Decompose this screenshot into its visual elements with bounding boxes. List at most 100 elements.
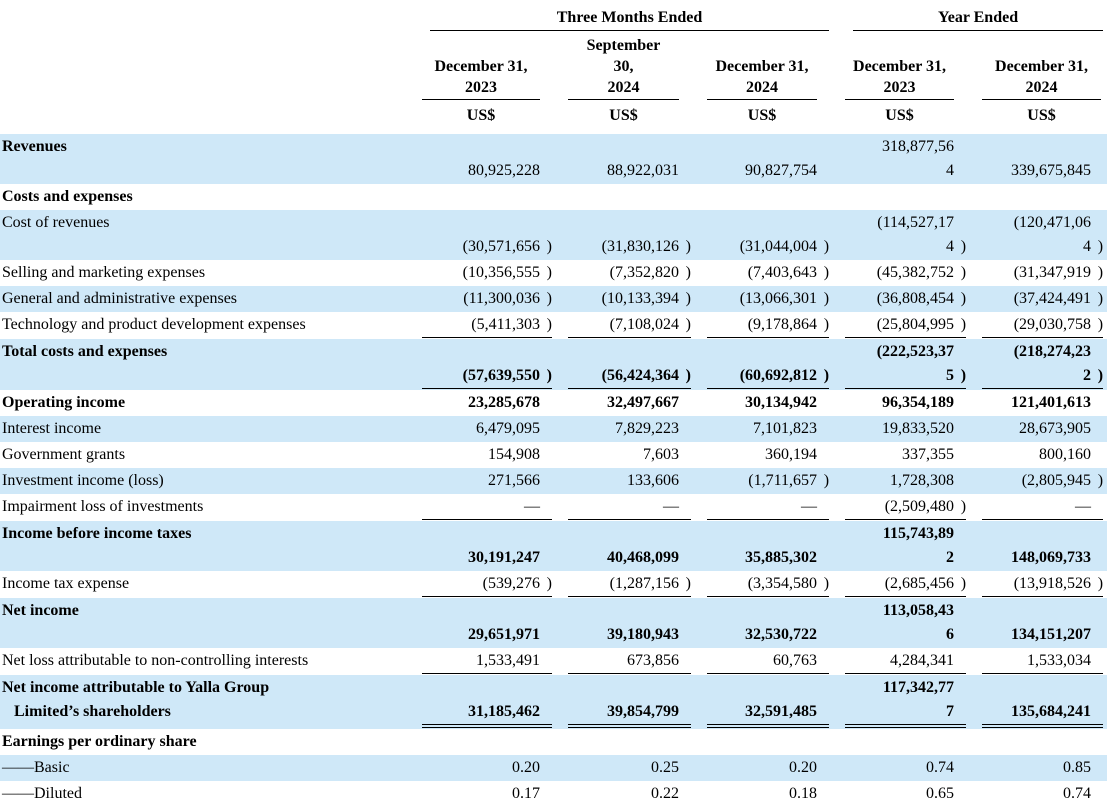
value-text: 0.20 [512,759,540,776]
value-text: — [663,498,679,515]
table-row: ——Basic 0.20 0.25 0.20 0.74 0.85 [0,755,1107,781]
value-text: — [801,498,818,515]
value-cell: 90,827,754 [695,134,833,184]
negative-paren: ) [1097,367,1104,384]
value-cell: 0.85 [970,755,1107,781]
table-row: Technology and product development expen… [0,312,1107,339]
value-text: 133,606 [627,472,679,489]
row-label: ——Diluted [2,785,82,802]
unit-label: US$ [747,107,777,124]
value-cell: 0.65 [833,781,970,807]
negative-paren: ) [823,367,830,384]
table-row: Total costs and expenses (57,639,550) (56,… [0,339,1107,390]
value-cell: (9,178,864) [695,312,833,339]
value-text: 80,925,228 [468,162,540,179]
unit-header-cell: US$ [833,101,970,134]
value-text: 88,922,031 [607,162,679,179]
column-header-sep-30-2024-q: September 30, 2024 [568,33,679,100]
table-body: Revenues 80,925,228 88,922,031 90,827,754 31… [0,134,1107,807]
value-cell: (222,523,37 5) [833,339,970,390]
column-header-dec-31-2024-y: December 31, 2024 [982,54,1102,100]
value-text: 7,829,223 [615,420,679,437]
negative-paren: ) [823,238,830,255]
value-text: (31,347,919 [1013,264,1092,281]
value-text: 60,763 [773,652,818,669]
negative-paren: ) [685,316,691,333]
value-cell: 7,603 [556,442,695,468]
value-text: 23,285,678 [468,394,540,411]
value-cell: (31,347,919) [970,260,1107,286]
negative-paren: ) [1097,264,1104,281]
table-row: Impairment loss of investments — — — (2,509,… [0,494,1107,521]
value-cell: (13,066,301) [695,286,833,312]
value-text: 0.20 [789,759,818,776]
value-text: 800,160 [1039,446,1092,463]
table-row: Selling and marketing expenses (10,356,55… [0,260,1107,286]
value-text: (36,808,454 [876,290,955,307]
negative-paren: ) [960,290,967,307]
value-cell: 0.25 [556,755,695,781]
date-header-row: December 31, 2023 September 30, 2024 Dec… [0,32,1107,101]
value-text: 39,854,799 [607,703,679,720]
value-cell: 19,833,520 [833,416,970,442]
table-row: Government grants 154,908 7,603 360,194 337,… [0,442,1107,468]
row-label: Revenues [2,138,67,155]
value-cell: (2,509,480) [833,494,970,521]
value-cell [695,729,833,755]
value-text: — [524,498,540,515]
value-cell: (120,471,06 4) [970,210,1107,260]
date-header-cell: December 31, 2023 [410,32,556,101]
value-cell: (31,830,126) [556,210,695,260]
group-header-three-months: Three Months Ended [430,7,830,31]
value-text: (57,639,550 [462,367,540,384]
value-text: (539,276 [482,575,540,592]
value-cell: — [695,494,833,521]
value-cell: (60,692,812) [695,339,833,390]
value-text: 32,530,722 [745,626,818,643]
value-cell: (5,411,303) [410,312,556,339]
row-label: ——Basic [2,759,70,776]
value-cell [833,184,970,210]
table-row: Net income attributable to Yalla Group L… [0,675,1107,729]
negative-paren: ) [960,498,967,515]
negative-paren: ) [960,238,967,255]
value-cell: 6,479,095 [410,416,556,442]
value-cell: 1,533,034 [970,648,1107,675]
value-text: (7,403,643 [747,264,818,281]
row-label: Interest income [2,420,102,437]
value-cell: 154,908 [410,442,556,468]
value-cell: 7,829,223 [556,416,695,442]
value-text: (13,066,301 [739,290,818,307]
value-cell: 135,684,241 [970,675,1107,729]
value-cell: (29,030,758) [970,312,1107,339]
value-cell: 30,134,942 [695,390,833,416]
negative-paren: ) [1097,316,1104,333]
value-text: 271,566 [488,472,540,489]
value-text: (222,523,37 5 [876,343,955,384]
value-text: 673,856 [627,652,679,669]
value-text: (5,411,303 [471,316,540,333]
row-label: Selling and marketing expenses [2,264,206,281]
value-cell: 115,743,89 2 [833,521,970,571]
value-text: (9,178,864 [747,316,818,333]
negative-paren: ) [685,238,691,255]
value-cell: (45,382,752) [833,260,970,286]
value-cell: 0.20 [410,755,556,781]
value-cell [970,184,1107,210]
value-text: 28,673,905 [1019,420,1092,437]
value-text: (13,918,526 [1013,575,1092,592]
negative-paren: ) [685,367,691,384]
value-cell: (2,685,456) [833,571,970,598]
table-row: Interest income 6,479,095 7,829,223 7,101,8… [0,416,1107,442]
value-cell: (30,571,656) [410,210,556,260]
negative-paren: ) [685,575,691,592]
value-text: (7,352,820 [609,264,679,281]
value-text: 40,468,099 [607,549,679,566]
negative-paren: ) [1097,238,1104,255]
value-cell: 39,180,943 [556,598,695,648]
value-cell: 0.74 [833,755,970,781]
value-cell: (1,711,657) [695,468,833,494]
date-header-cell: September 30, 2024 [556,32,695,101]
value-cell: (36,808,454) [833,286,970,312]
value-cell: 1,533,491 [410,648,556,675]
